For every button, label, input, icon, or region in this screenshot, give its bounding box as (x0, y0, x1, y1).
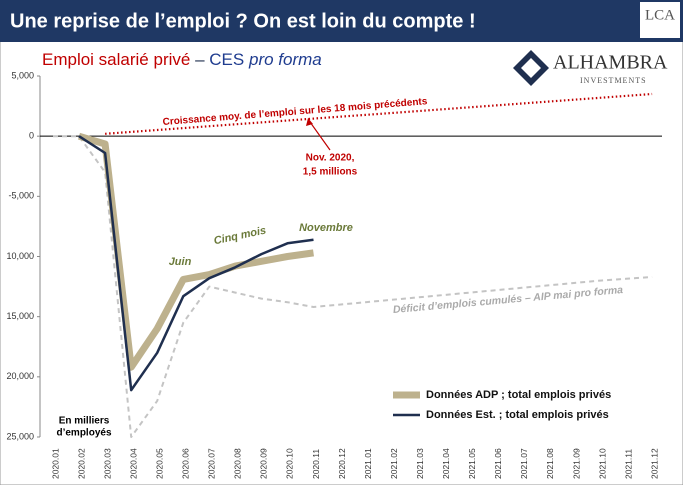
annotation: 1,5 millions (303, 167, 358, 178)
x-tick-label: 2021.04 (441, 448, 451, 479)
annotation-arrowhead (306, 118, 313, 126)
x-tick-label: 2021.10 (597, 448, 607, 479)
alhambra-icon (513, 50, 549, 86)
chart-subtitle: Emploi salarié privé – CES pro forma (42, 50, 322, 69)
y-tick-label: 25,000 (6, 431, 34, 441)
x-tick-label: 2020.02 (76, 448, 86, 479)
x-tick-label: 2020.04 (128, 448, 138, 479)
y-tick-label: -5,000 (8, 191, 34, 201)
units-label: d’employés (56, 428, 111, 439)
x-tick-label: 2020.07 (207, 448, 217, 479)
y-tick-label: 15,000 (6, 311, 34, 321)
series-line (77, 132, 314, 371)
x-tick-label: 2021.11 (623, 449, 633, 479)
x-tick-label: 2021.02 (389, 448, 399, 479)
x-tick-label: 2021.07 (519, 448, 529, 479)
x-tick-label: 2020.10 (285, 448, 295, 479)
subtitle-part: – (195, 50, 205, 69)
legend-label: Données ADP ; total emplois privés (426, 389, 611, 401)
series-line (53, 135, 653, 438)
x-tick-label: 2020.01 (50, 448, 60, 479)
x-tick-label: 2020.08 (233, 448, 243, 479)
y-tick-label: 20,000 (6, 371, 34, 381)
annotation-arrow (309, 121, 331, 151)
x-tick-label: 2020.06 (181, 448, 191, 479)
x-tick-label: 2021.08 (545, 448, 555, 479)
subtitle-part: pro forma (248, 50, 322, 69)
x-tick-label: 2021.05 (467, 448, 477, 479)
x-tick-label: 2020.05 (154, 448, 164, 479)
y-tick-label: 5,000 (11, 70, 34, 80)
x-tick-label: 2021.03 (415, 448, 425, 479)
units-label: En milliers (59, 416, 110, 427)
annotation: Nov. 2020, (306, 153, 355, 164)
header-bar (0, 0, 683, 42)
x-tick-label: 2020.12 (337, 448, 347, 479)
lca-logo: LCA (645, 7, 675, 23)
x-tick-label: 2021.01 (363, 448, 373, 479)
alhambra-sub: INVESTMENTS (580, 76, 647, 85)
series-line (78, 135, 314, 392)
x-tick-label: 2020.11 (311, 449, 321, 479)
x-tick-label: 2021.06 (493, 448, 503, 479)
page-title: Une reprise de l’emploi ? On est loin du… (10, 10, 476, 32)
annotation-part: pro forma (573, 284, 624, 300)
subtitle-part: CES (209, 50, 244, 69)
x-tick-label: 2020.09 (259, 448, 269, 479)
x-tick-label: 2021.12 (649, 448, 659, 479)
y-tick-label: 0 (29, 131, 34, 141)
y-tick-label: 10,000 (6, 251, 34, 261)
x-tick-label: 2021.09 (571, 448, 581, 479)
x-tick-label: 2020.03 (102, 448, 112, 479)
legend-label: Données Est. ; total emplois privés (426, 409, 609, 421)
annotation: Novembre (299, 222, 353, 234)
series-line (105, 92, 653, 135)
subtitle-part: Emploi salarié privé (42, 50, 190, 69)
alhambra-logo: ALHAMBRA (553, 52, 668, 74)
annotation: Juin (169, 256, 192, 268)
lca-logo-box (640, 2, 680, 38)
